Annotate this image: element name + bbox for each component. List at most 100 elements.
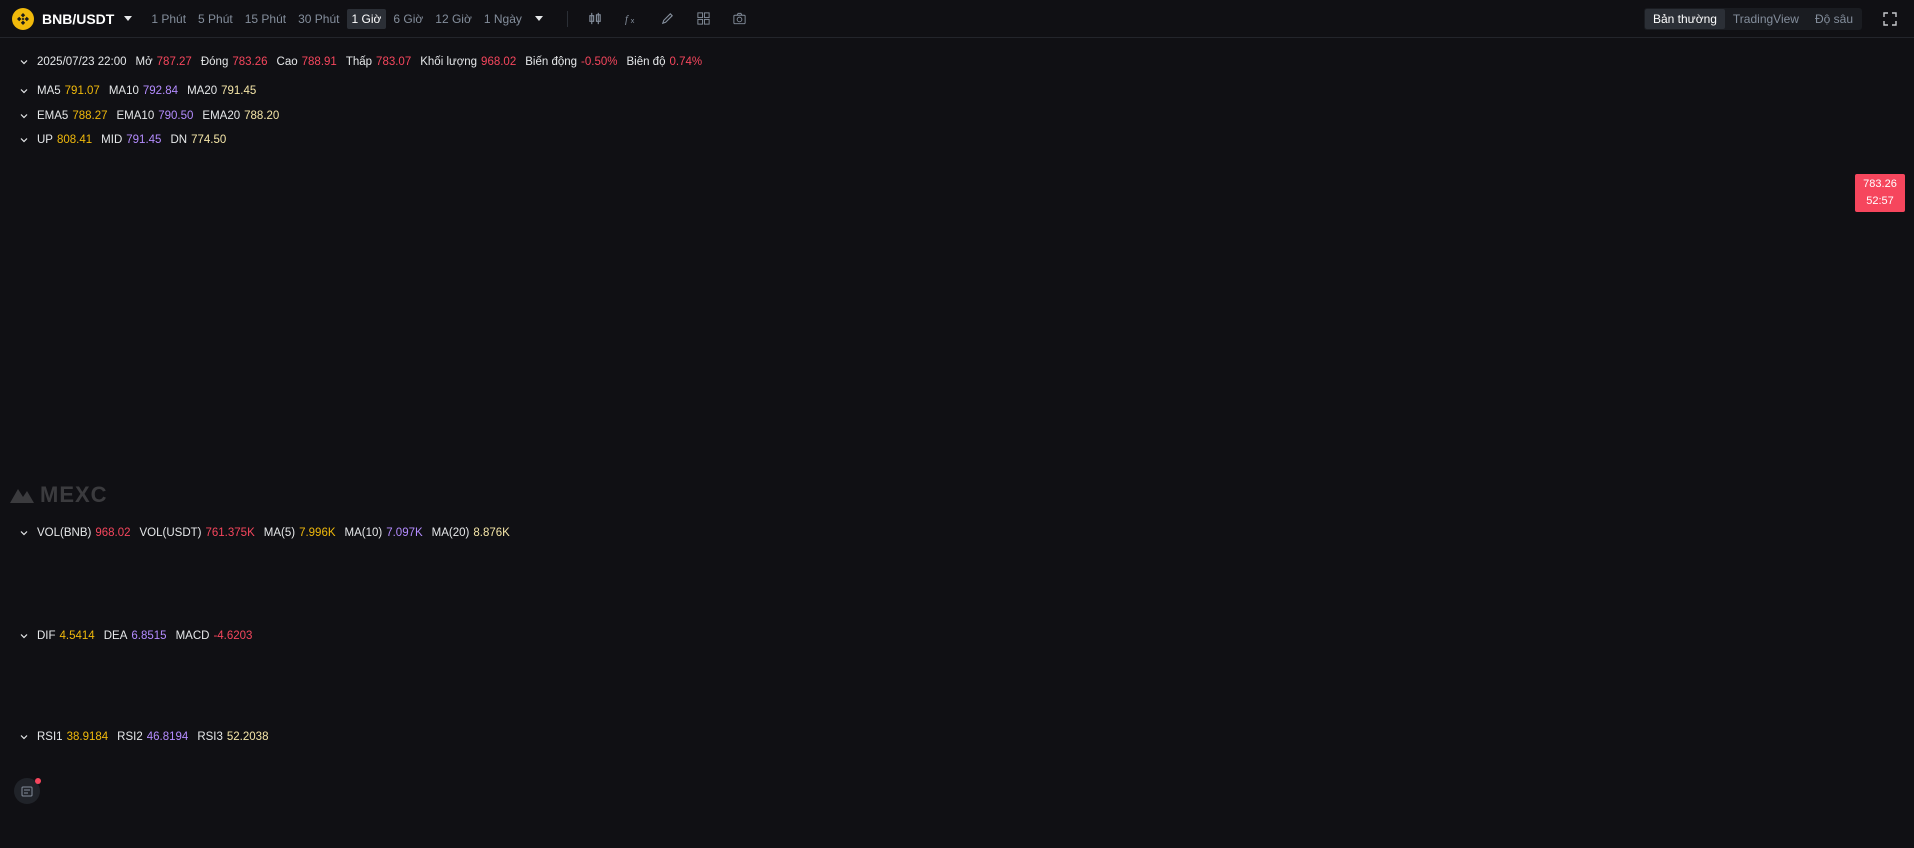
draw-pen-icon[interactable] <box>659 10 677 28</box>
candle <box>56 401 60 406</box>
macd-histogram-bar <box>46 671 50 677</box>
candle-body <box>923 283 927 295</box>
candle <box>964 323 968 339</box>
macd-histogram-bar <box>1448 676 1452 685</box>
candle <box>1606 195 1611 203</box>
candle-type-icon[interactable] <box>587 10 605 28</box>
pair-selector[interactable]: BNB/USDT <box>12 7 133 30</box>
candle-body <box>1061 298 1065 305</box>
candle-body <box>1198 270 1203 280</box>
macd-histogram-bar <box>1204 669 1208 677</box>
macd-histogram-bar <box>1066 668 1070 677</box>
chevron-down-icon[interactable] <box>20 733 28 741</box>
candle <box>1469 238 1473 257</box>
macd-histogram-bar <box>612 671 616 677</box>
volume-bar <box>729 609 734 620</box>
candle-body <box>1749 109 1754 113</box>
chevron-down-icon[interactable] <box>20 632 28 640</box>
candle <box>336 379 341 394</box>
volume-bar <box>1627 612 1631 620</box>
volume-bar <box>245 607 249 620</box>
chevron-down-icon[interactable] <box>20 58 28 66</box>
candle-body <box>392 405 397 415</box>
candle <box>617 397 621 403</box>
macd-histogram-bar <box>724 668 728 677</box>
candle <box>1351 221 1356 227</box>
macd-histogram-bar <box>995 676 998 691</box>
ma10-label: MA10 <box>108 85 139 97</box>
volume-bar <box>51 607 55 620</box>
candle <box>449 423 453 433</box>
candle-body <box>188 415 193 417</box>
volume-bar <box>902 594 907 620</box>
volume-bar <box>719 610 723 620</box>
candle <box>918 277 922 290</box>
candle <box>1397 225 1402 237</box>
candle <box>71 390 76 403</box>
candle <box>826 309 830 326</box>
view-tab-0[interactable]: Bản thường <box>1644 9 1725 29</box>
candle-body <box>1509 241 1514 248</box>
interval-7[interactable]: 1 Ngày <box>483 11 522 26</box>
macd-histogram-bar <box>811 676 815 686</box>
fullscreen-icon[interactable] <box>1882 11 1898 27</box>
candle <box>540 410 545 422</box>
chevron-down-icon[interactable] <box>20 529 28 537</box>
chevron-down-icon[interactable] <box>20 87 28 95</box>
volume-bar <box>479 607 484 620</box>
volume-bar <box>194 610 198 620</box>
volume-bar <box>1596 610 1601 620</box>
vol-ma20-label: MA(20) <box>431 527 470 539</box>
macd-histogram-bar <box>1316 676 1320 679</box>
candle <box>1091 309 1096 315</box>
volume-bar <box>148 603 152 620</box>
interval-5[interactable]: 6 Giờ <box>393 11 424 26</box>
view-tab-2[interactable]: Độ sâu <box>1814 12 1853 26</box>
macd-histogram-bar <box>1454 676 1457 684</box>
interval-2[interactable]: 15 Phút <box>244 11 287 26</box>
candle <box>1525 225 1529 230</box>
camera-icon[interactable] <box>731 10 749 28</box>
interval-3[interactable]: 30 Phút <box>298 11 340 26</box>
macd-histogram-bar <box>714 664 718 677</box>
candle-body <box>1800 143 1805 148</box>
chevron-down-icon[interactable] <box>534 16 543 21</box>
macd-histogram-bar <box>1035 665 1039 677</box>
candle <box>367 385 371 408</box>
interval-1[interactable]: 5 Phút <box>198 11 233 26</box>
candle-body <box>1703 105 1708 109</box>
candle <box>520 421 524 426</box>
candle-body <box>1157 298 1162 304</box>
candle <box>800 318 805 328</box>
view-tab-1[interactable]: TradingView <box>1732 12 1799 26</box>
macd-histogram-bar <box>1132 670 1136 677</box>
candle <box>1474 245 1478 252</box>
candle <box>1734 105 1738 122</box>
chevron-down-icon[interactable] <box>20 136 28 144</box>
ma-legend: MA5 791.07 MA10 792.84 MA20 791.45 <box>20 85 260 97</box>
macd-histogram-bar <box>260 669 264 677</box>
macd-histogram-bar <box>734 671 738 677</box>
layout-grid-icon[interactable] <box>695 10 713 28</box>
candle-body <box>999 325 1004 327</box>
macd-histogram-bar <box>1754 676 1758 690</box>
ema5-value: 788.27 <box>72 110 108 122</box>
candle-body <box>1428 235 1432 237</box>
macd-histogram-bar <box>643 668 647 677</box>
candle-body <box>1571 205 1575 216</box>
chevron-down-icon[interactable] <box>124 16 133 21</box>
candle <box>1627 177 1631 189</box>
candle <box>571 407 575 414</box>
candle-body <box>418 424 422 433</box>
volume-bar <box>71 610 76 620</box>
candle-body <box>1091 310 1096 313</box>
candle <box>204 412 208 416</box>
interval-0[interactable]: 1 Phút <box>151 11 187 26</box>
candle <box>1219 256 1223 279</box>
volume-bar <box>1305 608 1310 620</box>
interval-6[interactable]: 12 Giờ <box>435 11 472 26</box>
chevron-down-icon[interactable] <box>20 112 28 120</box>
interval-4[interactable]: 1 Giờ <box>346 8 387 29</box>
